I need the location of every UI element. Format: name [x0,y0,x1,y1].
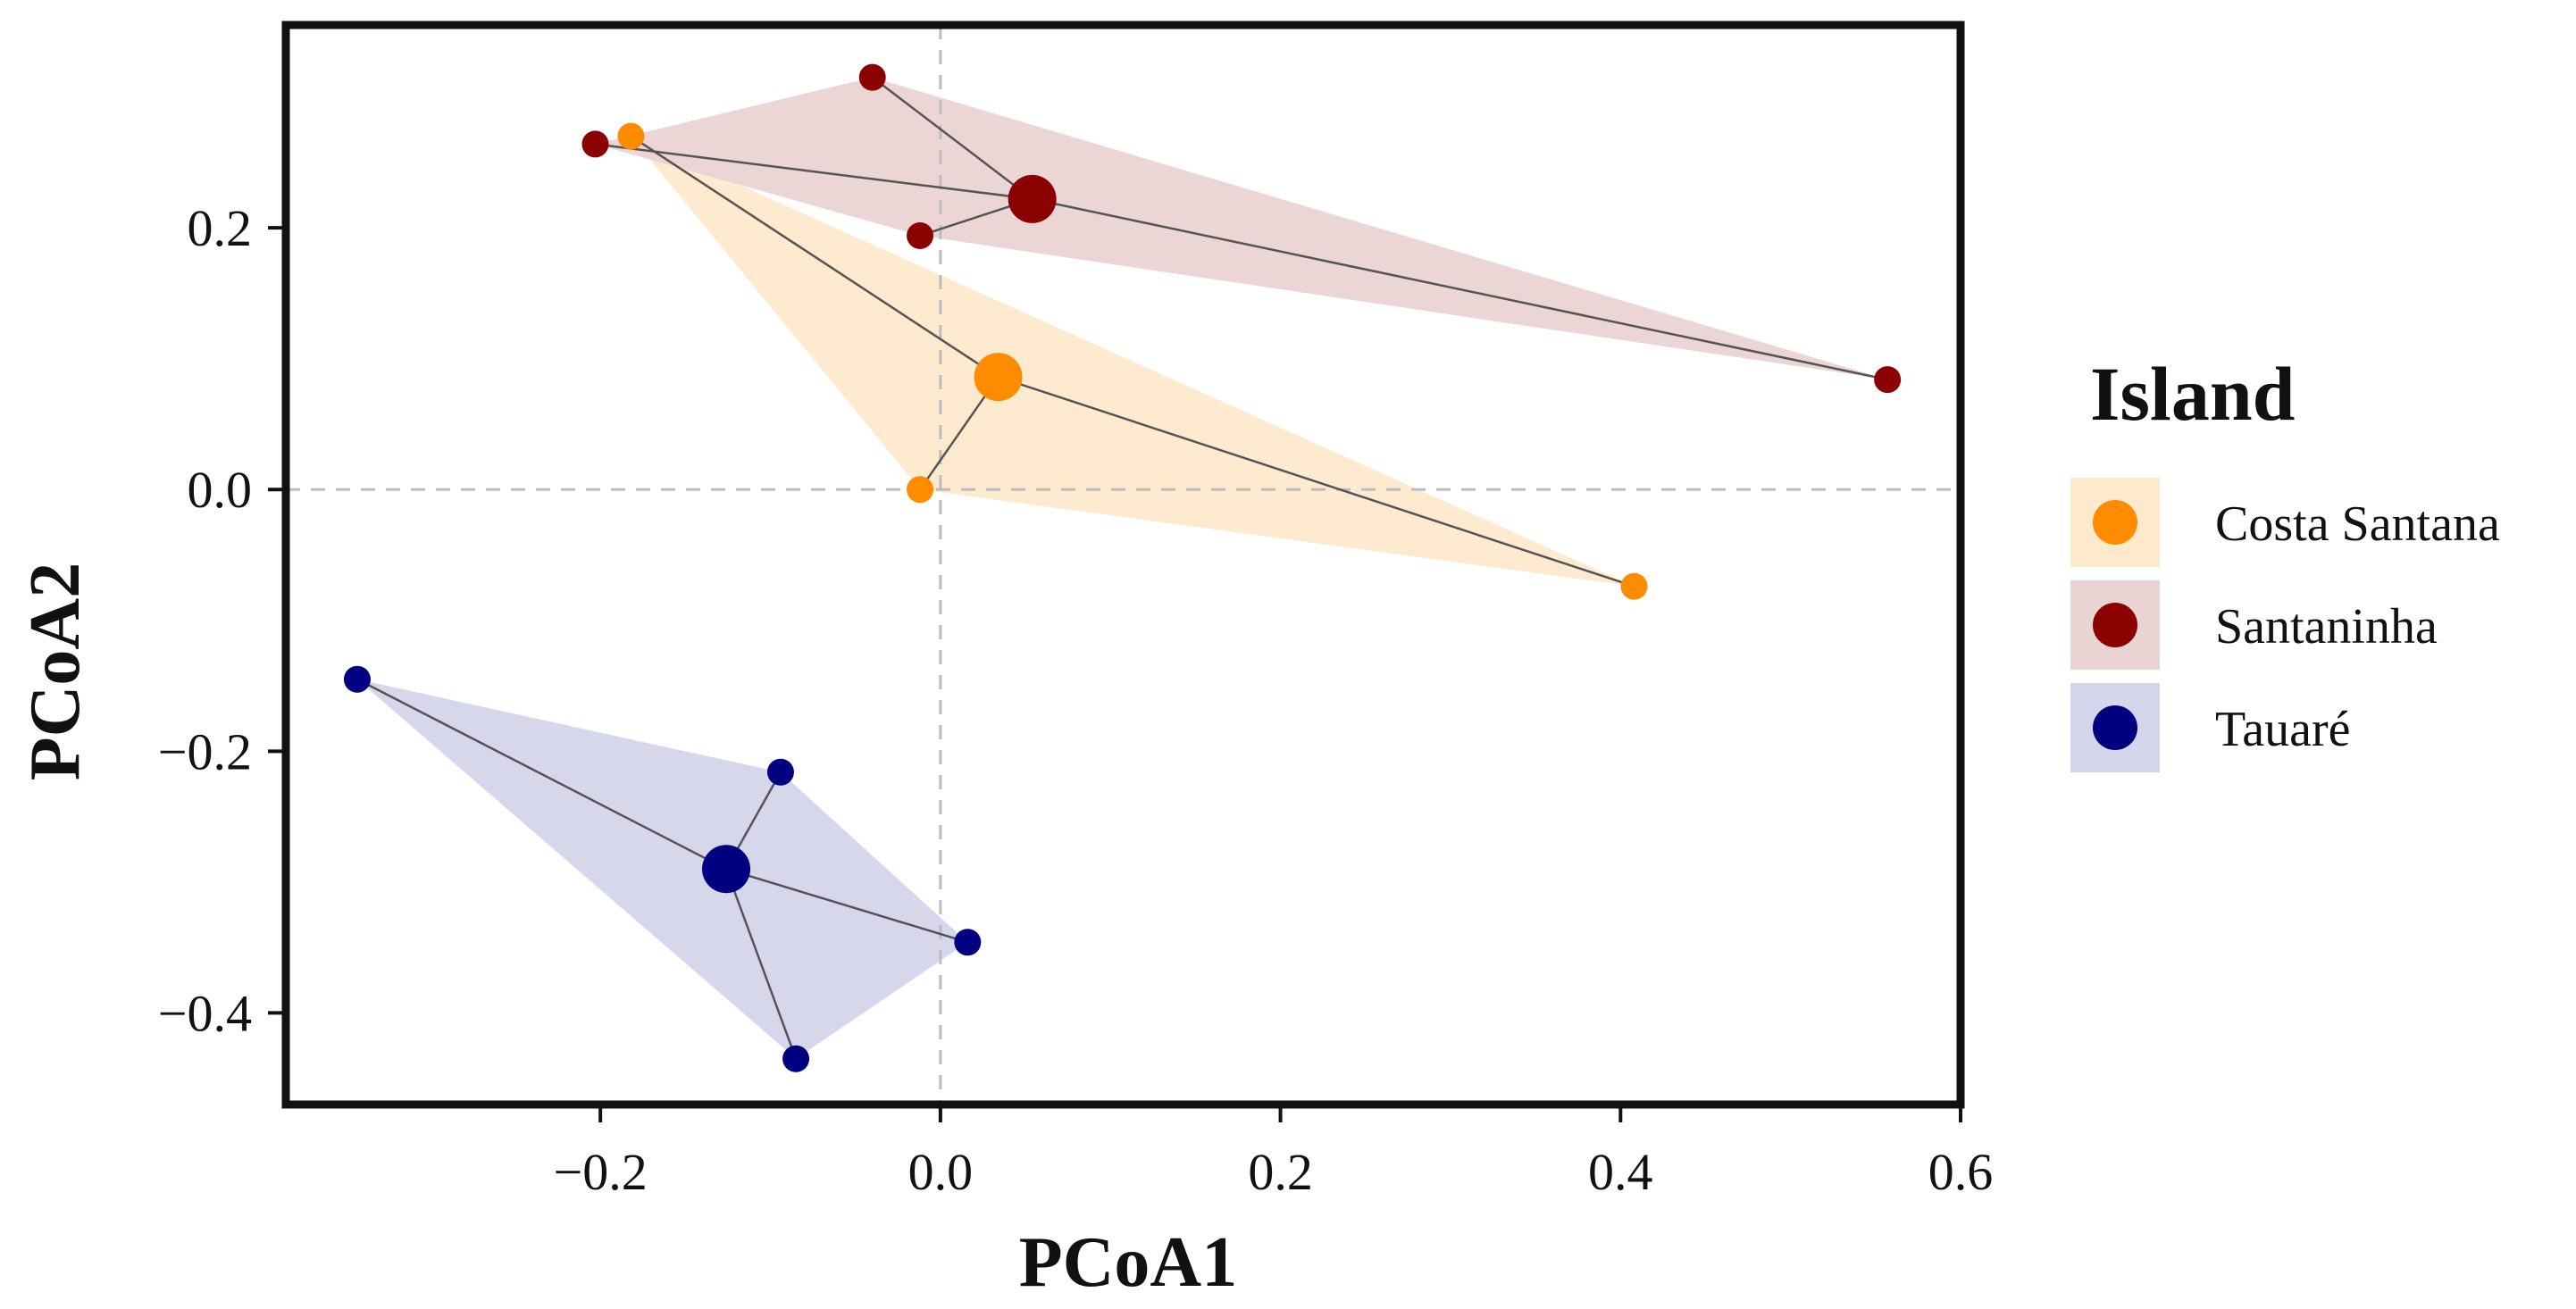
y-axis-title: PCoA2 [16,563,95,780]
hull-costa-santana [631,136,1635,587]
legend-label-tauare: Tauaré [2215,702,2351,757]
centroid-santaninha [1008,174,1057,223]
spoke-tauare-0 [356,678,727,871]
centroid-tauare [702,845,751,894]
spoke-tauare-3 [724,868,798,1060]
y-tick-label: −0.4 [158,984,252,1042]
point-tauare-1 [766,758,794,786]
legend-label-santaninha: Santaninha [2215,599,2438,654]
spoke-santaninha-3 [1032,197,1888,381]
x-tick-label: 0.6 [1928,1143,1994,1201]
legend: Island Costa Santana Santaninha Tauaré [2070,351,2500,772]
x-axis-ticks: −0.2 0.0 0.2 0.4 0.6 [554,1105,1994,1201]
y-tick-label: 0.2 [188,199,253,257]
legend-marker-santaninha [2093,603,2137,647]
plot-frame [281,21,1965,1109]
spoke-layer [356,76,1888,1060]
x-tick-label: 0.4 [1588,1143,1653,1201]
legend-title: Island [2090,351,2296,437]
legend-marker-costa-santana [2093,500,2137,545]
point-tauare-3 [782,1045,810,1072]
legend-label-costa-santana: Costa Santana [2215,496,2500,552]
spoke-costa-santana-2 [998,376,1635,588]
plot-border [281,21,1965,1109]
spoke-tauare-2 [725,868,968,944]
x-tick-label: 0.0 [908,1143,974,1201]
hull-layer [356,77,1888,1059]
hull-tauare [356,679,968,1059]
point-tauare-0 [343,665,371,693]
spoke-santaninha-1 [595,143,1033,201]
x-axis-title: PCoA1 [1019,1223,1237,1302]
y-tick-label: 0.0 [188,461,253,519]
x-tick-label: 0.2 [1248,1143,1313,1201]
y-axis-ticks: −0.4 −0.2 0.0 0.2 [158,199,286,1042]
hull-santaninha [595,77,1888,380]
point-santaninha-3 [1874,366,1902,394]
legend-items: Costa Santana Santaninha Tauaré [2070,478,2500,772]
legend-marker-tauare [2093,705,2137,750]
point-santaninha-1 [581,130,609,158]
point-costa-santana-1 [907,476,934,504]
point-santaninha-0 [858,63,886,91]
spoke-santaninha-0 [871,76,1033,200]
point-costa-santana-2 [1620,572,1648,600]
x-tick-label: −0.2 [554,1143,648,1201]
reference-lines [286,25,1961,1105]
point-tauare-2 [954,929,982,956]
point-costa-santana-0 [617,122,645,150]
point-santaninha-2 [907,221,934,249]
centroid-costa-santana [974,353,1023,402]
spoke-costa-santana-0 [630,135,999,379]
y-tick-label: −0.2 [158,722,252,780]
point-layer [343,63,1902,1072]
